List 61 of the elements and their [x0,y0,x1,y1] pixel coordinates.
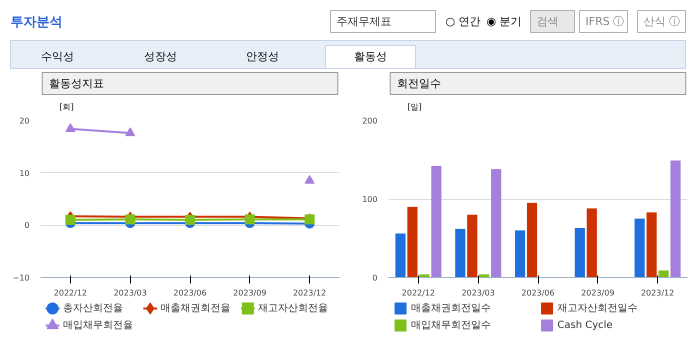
y-tick-label: 20 [19,116,30,126]
x-tick-label: 2023/12 [640,288,674,298]
legend-label: 재고자산회전일수 [557,303,638,314]
y-axis-title: [일] [407,102,422,112]
bar [491,169,502,278]
bar [467,214,478,278]
text: 주재무제표 [336,15,392,28]
bar [586,208,597,278]
legend-label: 총자산회전율 [62,303,123,314]
legend-label: 매출채권회전일수 [410,303,491,314]
text: 활동성 [354,50,387,63]
text: ○ 연간 [446,15,481,28]
bar [646,212,657,278]
y-tick-label: 0 [24,221,30,230]
point [185,214,195,225]
legend-label: 매입채무회전율 [62,320,133,331]
chart-title: 활동성지표 [49,77,104,90]
bar [634,218,645,278]
x-tick-label: 2022/12 [54,288,88,298]
y-tick-label: 100 [362,195,378,204]
point [125,214,136,224]
chart-title: 회전일수 [397,77,442,90]
y-tick-label: −10 [12,274,30,282]
point [65,123,76,132]
y-tick-label: 200 [362,116,378,126]
x-tick-label: 2023/09 [581,288,614,298]
x-tick-label: 2023/06 [521,288,555,298]
bar [526,202,538,278]
bar [431,166,442,278]
text: 수익성 [41,50,74,63]
y-tick-label: 0 [372,274,378,282]
point [65,214,76,225]
y-axis-title: [회] [59,102,74,112]
bar [514,230,526,278]
legend-label: 재고자산회전율 [258,303,328,314]
point [244,214,255,224]
legend-label: 매입채무회전일수 [410,320,491,331]
x-tick-label: 2023/03 [114,288,147,298]
bar [455,228,466,278]
text: IFRS ⓘ [586,15,624,28]
bar [658,270,669,278]
x-tick-label: 2023/06 [173,288,207,298]
text: 안정성 [246,50,279,63]
text: 산식 ⓘ [644,15,680,28]
legend-label: 매출채권회전율 [160,303,231,314]
x-tick-label: 2023/09 [233,288,266,298]
x-tick-label: 2022/12 [402,288,436,298]
text: 검색 [536,15,558,28]
bar [670,160,681,278]
legend-label: Cash Cycle [557,320,613,331]
text: 투자분석 [10,15,62,30]
x-tick-label: 2023/12 [292,288,326,298]
bar [395,234,406,278]
bar [407,206,418,278]
point [304,174,315,184]
point [125,127,136,136]
x-tick-label: 2023/03 [462,288,495,298]
bar [574,228,585,278]
text: 성장성 [144,50,177,63]
text: ◉ 분기 [486,15,522,28]
y-tick-label: 10 [19,168,30,178]
